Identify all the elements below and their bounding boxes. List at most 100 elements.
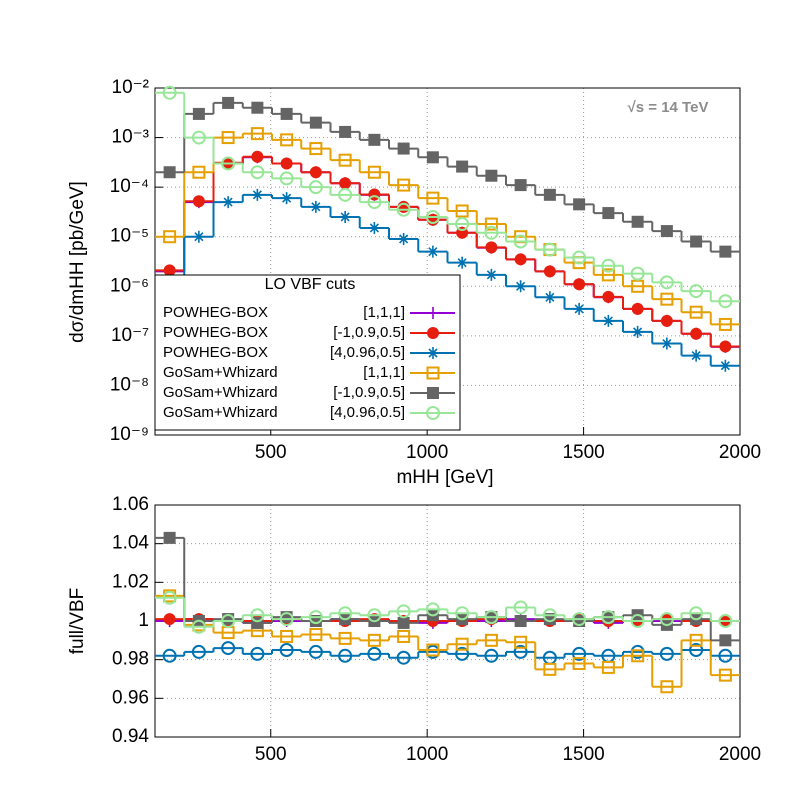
marker bbox=[222, 96, 235, 109]
x-tick-label: 2000 bbox=[719, 442, 761, 463]
marker bbox=[514, 179, 527, 192]
marker bbox=[309, 116, 322, 129]
legend-label: [1,1,1] bbox=[363, 304, 405, 321]
y-tick-label: 10⁻⁹ bbox=[110, 424, 149, 445]
marker bbox=[602, 290, 615, 303]
marker bbox=[397, 232, 410, 245]
marker bbox=[690, 327, 703, 340]
marker bbox=[397, 616, 410, 629]
marker bbox=[718, 614, 733, 628]
marker bbox=[280, 133, 294, 147]
marker bbox=[309, 142, 323, 156]
x-tick-label: 500 bbox=[255, 442, 287, 463]
marker bbox=[221, 641, 236, 656]
marker bbox=[367, 195, 382, 210]
marker bbox=[163, 264, 176, 277]
marker bbox=[339, 210, 352, 223]
marker bbox=[485, 268, 498, 281]
marker bbox=[280, 157, 293, 170]
x-tick-label: 2000 bbox=[719, 744, 761, 765]
marker bbox=[308, 644, 323, 659]
marker bbox=[251, 188, 264, 201]
marker bbox=[659, 612, 674, 627]
marker bbox=[192, 195, 205, 208]
marker bbox=[689, 633, 703, 647]
marker bbox=[718, 294, 733, 309]
marker bbox=[660, 314, 673, 327]
marker bbox=[660, 337, 673, 350]
marker bbox=[513, 644, 528, 659]
y-tick-label: 1.04 bbox=[112, 533, 149, 554]
marker bbox=[513, 234, 528, 249]
marker bbox=[456, 160, 469, 173]
marker bbox=[250, 646, 265, 661]
marker bbox=[484, 610, 499, 625]
marker bbox=[455, 637, 469, 651]
marker bbox=[660, 292, 674, 306]
marker bbox=[689, 284, 704, 299]
marker bbox=[690, 349, 703, 362]
marker bbox=[368, 221, 381, 234]
marker bbox=[455, 217, 470, 232]
marker bbox=[191, 644, 206, 659]
marker bbox=[162, 590, 177, 605]
legend-label: [4,0.96,0.5] bbox=[330, 344, 405, 361]
marker bbox=[308, 610, 323, 625]
marker bbox=[718, 317, 732, 331]
marker bbox=[485, 169, 498, 182]
marker bbox=[426, 151, 439, 164]
marker bbox=[280, 629, 294, 643]
marker bbox=[602, 314, 615, 327]
legend-name: GoSam+Whizard bbox=[163, 404, 278, 421]
marker bbox=[308, 180, 323, 195]
legend-name: POWHEG-BOX bbox=[163, 344, 268, 361]
marker bbox=[396, 604, 411, 619]
marker bbox=[543, 662, 557, 676]
marker bbox=[484, 648, 499, 663]
plot-frame bbox=[154, 87, 741, 436]
y-tick-label: 10⁻⁴ bbox=[110, 176, 149, 197]
legend-marker bbox=[427, 347, 439, 359]
marker bbox=[660, 225, 673, 238]
marker bbox=[339, 177, 352, 190]
marker bbox=[631, 302, 644, 315]
marker bbox=[514, 253, 527, 266]
marker bbox=[484, 225, 499, 240]
marker bbox=[572, 657, 586, 671]
legend-label: [4,0.96,0.5] bbox=[330, 404, 405, 421]
marker bbox=[397, 629, 411, 643]
marker bbox=[543, 188, 556, 201]
marker bbox=[543, 291, 556, 304]
marker bbox=[659, 275, 674, 290]
marker bbox=[162, 85, 177, 100]
marker bbox=[631, 215, 644, 228]
marker bbox=[572, 646, 587, 661]
marker bbox=[367, 165, 381, 179]
y-tick-label: 0.96 bbox=[112, 687, 149, 708]
marker bbox=[191, 130, 206, 145]
legend-label: [-1,0.9,0.5] bbox=[333, 324, 405, 341]
marker bbox=[309, 628, 323, 642]
marker bbox=[221, 156, 236, 171]
legend-marker bbox=[427, 327, 439, 339]
marker bbox=[689, 643, 704, 657]
marker bbox=[222, 196, 235, 209]
marker bbox=[397, 178, 411, 192]
marker bbox=[338, 606, 353, 621]
marker bbox=[368, 133, 381, 146]
marker bbox=[279, 643, 294, 657]
marker bbox=[630, 266, 645, 281]
marker bbox=[689, 606, 704, 621]
marker bbox=[455, 646, 470, 661]
x-axis-label: mHH [GeV] bbox=[396, 467, 493, 488]
marker bbox=[279, 171, 294, 186]
x-tick-label: 1500 bbox=[562, 744, 604, 765]
marker bbox=[484, 633, 498, 647]
y-tick-label: 10⁻³ bbox=[112, 127, 150, 148]
marker bbox=[251, 101, 264, 114]
marker bbox=[192, 107, 205, 120]
marker bbox=[719, 245, 732, 258]
marker bbox=[542, 608, 557, 623]
marker bbox=[631, 649, 645, 663]
